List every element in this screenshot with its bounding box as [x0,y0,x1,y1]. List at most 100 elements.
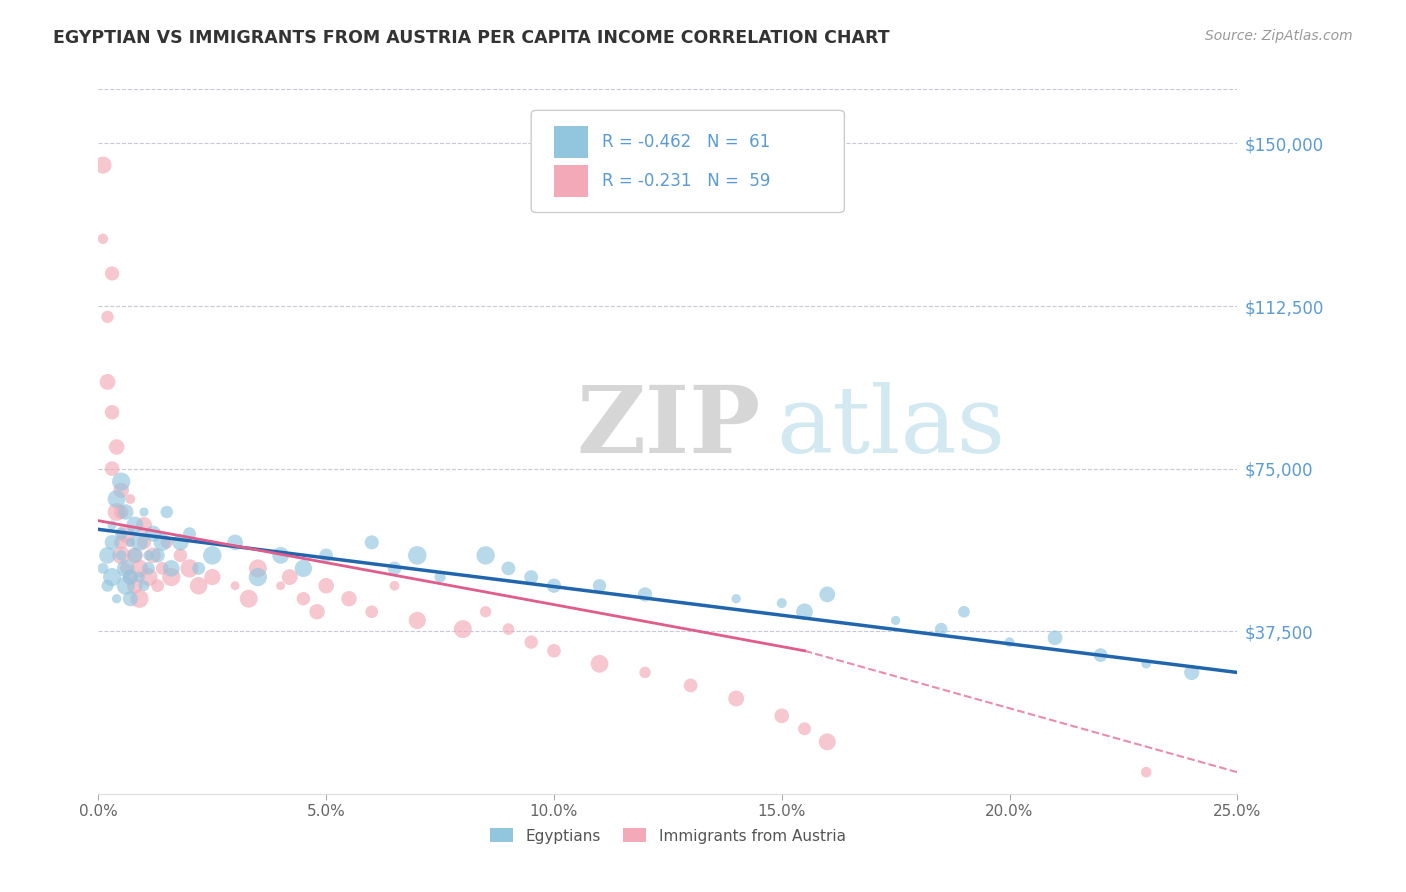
Point [110,505,132,519]
Point [120,535,142,549]
Point [1135,657,1157,671]
Point [884,614,907,628]
Point [96,549,118,563]
Point [187,579,209,593]
Point [815,587,838,601]
FancyBboxPatch shape [554,126,588,158]
Point [634,587,657,601]
Point [201,570,224,584]
Point [634,665,657,680]
Point [150,561,173,575]
Point [160,561,183,575]
Point [998,635,1021,649]
Point [110,483,132,498]
Text: Source: ZipAtlas.com: Source: ZipAtlas.com [1205,29,1353,43]
Point [406,549,429,563]
Point [114,505,136,519]
Point [179,526,201,541]
Point [146,549,169,563]
Point [120,491,142,506]
Point [146,579,169,593]
Point [101,267,124,281]
Point [474,605,496,619]
Text: ZIP: ZIP [576,383,761,473]
Text: R = -0.231   N =  59: R = -0.231 N = 59 [602,172,770,190]
Point [128,591,150,606]
Point [337,591,360,606]
Point [315,549,337,563]
Point [96,375,118,389]
Point [101,535,124,549]
Point [292,561,315,575]
Point [770,708,793,723]
Point [543,644,565,658]
Point [169,549,191,563]
Point [110,475,132,489]
Point [101,461,124,475]
Point [1135,765,1157,780]
Point [270,579,292,593]
Point [160,570,183,584]
Point [138,561,160,575]
Point [360,535,382,549]
Point [120,535,142,549]
Point [307,605,329,619]
Point [588,657,610,671]
Point [201,549,224,563]
Point [124,549,146,563]
Point [588,579,610,593]
FancyBboxPatch shape [531,111,845,212]
Point [929,622,952,636]
Point [110,549,132,563]
Point [120,591,142,606]
Point [429,570,451,584]
Point [91,158,114,172]
Point [292,591,315,606]
Point [138,570,160,584]
Point [142,526,165,541]
Point [156,505,179,519]
Point [384,561,406,575]
Point [1181,665,1204,680]
Point [179,561,201,575]
Point [793,605,815,619]
Point [105,591,128,606]
Point [114,561,136,575]
Point [156,535,179,549]
Point [520,570,543,584]
Point [150,535,173,549]
Point [679,678,702,692]
Legend: Egyptians, Immigrants from Austria: Egyptians, Immigrants from Austria [484,822,852,850]
Point [725,591,748,606]
Point [498,622,520,636]
Point [224,535,246,549]
Point [124,518,146,533]
FancyBboxPatch shape [554,165,588,196]
Point [238,591,260,606]
Point [120,570,142,584]
Point [725,691,748,706]
Point [110,535,132,549]
Text: atlas: atlas [776,383,1005,473]
Point [793,722,815,736]
Point [138,549,160,563]
Point [132,579,155,593]
Point [360,605,382,619]
Point [451,622,474,636]
Point [246,561,269,575]
Point [815,735,838,749]
Point [384,579,406,593]
Point [120,570,142,584]
Point [132,518,155,533]
Point [543,579,565,593]
Point [101,518,124,533]
Point [187,561,209,575]
Point [105,440,128,454]
Point [91,232,114,246]
Point [132,505,155,519]
Text: EGYPTIAN VS IMMIGRANTS FROM AUSTRIA PER CAPITA INCOME CORRELATION CHART: EGYPTIAN VS IMMIGRANTS FROM AUSTRIA PER … [53,29,890,46]
Point [169,535,191,549]
Point [96,579,118,593]
Point [770,596,793,610]
Point [101,570,124,584]
